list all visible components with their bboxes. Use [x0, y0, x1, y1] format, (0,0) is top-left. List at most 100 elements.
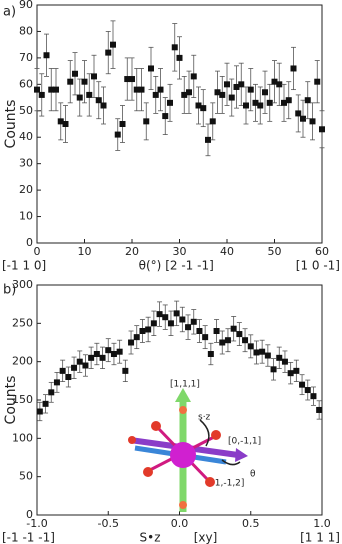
x-tick-label: 50 [268, 245, 282, 258]
data-point [219, 91, 226, 98]
data-point [224, 337, 231, 344]
x-tick-label: 10 [78, 245, 92, 258]
data-point [207, 351, 214, 357]
data-point [148, 65, 154, 72]
data-point [162, 113, 169, 120]
data-point [48, 389, 55, 396]
y-tick-label: 0 [26, 236, 33, 249]
data-point [185, 324, 192, 331]
data-point [295, 110, 302, 117]
x-tick-label: -1.0 [26, 517, 47, 530]
y-tick-label: 90 [19, 0, 33, 11]
data-point [181, 91, 188, 98]
data-point [304, 97, 311, 104]
data-point [271, 78, 278, 85]
y-tick-label: 150 [12, 393, 33, 406]
data-point [243, 102, 249, 109]
data-point [314, 78, 321, 85]
data-point [176, 54, 183, 61]
data-point [319, 126, 325, 133]
data-point [200, 105, 207, 112]
data-point [247, 86, 254, 93]
data-point [287, 370, 294, 377]
data-point [157, 86, 164, 93]
inset-annotation: [1,1,1] [170, 380, 200, 390]
data-point [133, 334, 140, 341]
x-tick-label: 0 [34, 245, 41, 258]
data-point [190, 73, 197, 80]
data-point [293, 367, 300, 374]
data-point [290, 65, 297, 72]
data-point [76, 94, 83, 101]
data-point [171, 44, 178, 51]
data-point [76, 358, 83, 365]
data-point [167, 99, 173, 106]
y-tick-label: 10 [19, 210, 33, 223]
data-point [34, 86, 40, 93]
data-point [281, 358, 288, 365]
y-tick-label: 0 [26, 508, 33, 521]
data-point [72, 70, 78, 77]
data-point [150, 320, 157, 327]
inset-annotation: [-1,-1,2] [208, 479, 244, 489]
y-tick-label: 50 [19, 104, 33, 117]
data-point [276, 81, 283, 88]
panel-label: b) [3, 283, 16, 298]
y-tick-label: 60 [19, 77, 33, 90]
data-point [213, 328, 220, 334]
data-point [233, 83, 240, 90]
data-point [59, 367, 66, 374]
x-tick-label: 20 [125, 245, 139, 258]
crystal-inset [128, 388, 248, 512]
y-tick-label: 300 [12, 278, 33, 291]
data-point [209, 118, 216, 125]
data-point [270, 366, 277, 373]
data-point [139, 328, 146, 334]
data-point [105, 347, 112, 354]
data-point [71, 364, 78, 371]
data-point [224, 81, 230, 88]
orientation-label: [-1 -1 -1] [2, 531, 55, 544]
y-axis-label: Counts [3, 100, 19, 149]
x-tick-label: 60 [315, 245, 329, 258]
panel-label: a) [3, 5, 16, 20]
data-point [119, 121, 126, 127]
y-tick-label: 20 [19, 183, 33, 196]
x-tick-label: 0.5 [242, 517, 260, 530]
data-point [299, 381, 306, 388]
inset-annotation: θ [250, 470, 256, 480]
data-point [48, 86, 55, 93]
data-point [276, 354, 283, 361]
y-axis-label: Counts [3, 376, 19, 425]
data-point [65, 374, 72, 380]
y-tick-label: 200 [12, 355, 33, 368]
data-point [36, 408, 43, 415]
data-point [214, 89, 221, 96]
data-point [179, 316, 186, 323]
y-tick-label: 70 [19, 51, 33, 64]
data-point [316, 406, 323, 413]
data-point [300, 115, 306, 122]
data-point [228, 94, 235, 101]
y-tick-label: 50 [19, 470, 33, 483]
data-point [196, 328, 203, 334]
y-tick-label: 30 [19, 157, 33, 170]
data-point [110, 41, 116, 48]
data-point [242, 337, 249, 344]
data-point [152, 91, 159, 98]
data-point [236, 331, 243, 338]
data-point [264, 352, 271, 359]
x-tick-label: 40 [220, 245, 234, 258]
data-point [266, 99, 273, 106]
data-point [190, 318, 197, 325]
data-point [202, 334, 209, 341]
y-tick-label: 80 [19, 24, 33, 37]
data-point [38, 91, 45, 98]
data-point [99, 354, 106, 361]
data-point [252, 99, 259, 106]
data-point [86, 91, 93, 98]
data-point [310, 393, 317, 400]
data-point [116, 348, 123, 355]
y-tick-label: 250 [12, 316, 33, 329]
